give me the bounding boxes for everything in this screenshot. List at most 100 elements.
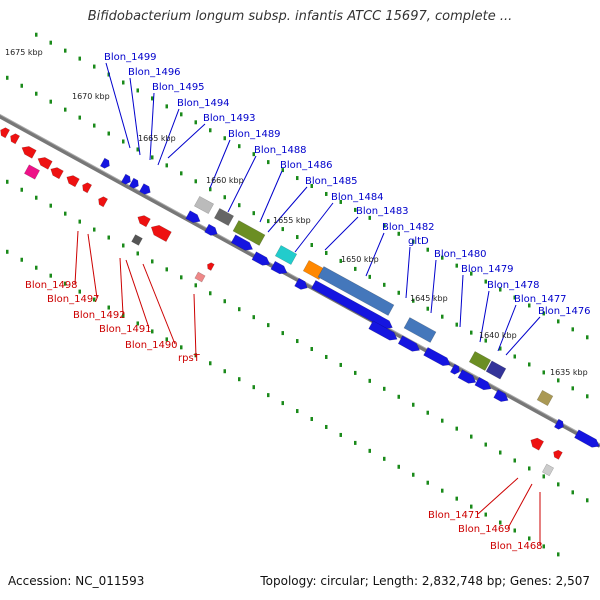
reverse-gene-label: Blon_1468: [490, 541, 543, 552]
tick-dot: [325, 354, 328, 359]
gene-arrow: [270, 260, 288, 275]
tick-dot: [310, 243, 313, 248]
tick-dot: [180, 112, 183, 117]
gene-arrow: [403, 317, 437, 343]
map-title: Bifidobacterium longum subsp. infantis A…: [87, 9, 513, 24]
gene-arrow: [194, 195, 214, 215]
gene-arrow: [317, 266, 395, 316]
tick-dot: [223, 136, 226, 141]
forward-gene-label: Blon_1482: [382, 222, 435, 233]
tick-dot: [412, 298, 415, 303]
tick-dot: [368, 378, 371, 383]
tick-dot: [223, 369, 226, 374]
gene-arrow: [120, 173, 131, 185]
tick-dot: [441, 314, 444, 319]
tick-dot: [35, 91, 38, 96]
tick-dot: [64, 281, 67, 286]
leader-line: [157, 108, 180, 166]
tick-dot: [397, 394, 400, 399]
tick-dot: [339, 432, 342, 437]
tick-dot: [78, 219, 81, 224]
tick-dot: [64, 107, 67, 112]
tick-dot: [586, 498, 589, 503]
gene-arrow: [368, 320, 398, 341]
tick-dot: [470, 504, 473, 509]
forward-gene-label: Blon_1485: [305, 176, 358, 187]
forward-gene-label: Blon_1480: [434, 249, 487, 260]
tick-dot: [49, 203, 52, 208]
tick-dot: [165, 104, 168, 109]
tick-dot: [296, 235, 299, 240]
tick-dot: [165, 267, 168, 272]
kbp-scale-label: 1670 kbp: [72, 92, 110, 101]
tick-dot: [49, 40, 52, 45]
tick-dot: [267, 160, 270, 165]
tick-dot: [93, 297, 96, 302]
tick-dot: [209, 291, 212, 296]
tick-dot: [426, 247, 429, 252]
tick-dot: [93, 227, 96, 232]
leader-line: [497, 304, 517, 352]
tick-dot: [6, 75, 9, 80]
gene-arrow: [474, 376, 492, 391]
tick-dot: [93, 64, 96, 69]
tick-dot: [470, 271, 473, 276]
kbp-scale-label: 1655 kbp: [273, 216, 311, 225]
tick-dot: [542, 474, 545, 479]
tick-dot: [368, 215, 371, 220]
gene-arrow: [50, 167, 64, 180]
gene-arrow: [66, 175, 80, 188]
tick-dot: [484, 442, 487, 447]
tick-dot: [499, 287, 502, 292]
tick-dot: [165, 163, 168, 168]
tick-dot: [78, 115, 81, 120]
gene-arrow: [553, 418, 564, 430]
forward-gene-label: Blon_1494: [177, 98, 230, 109]
gene-arrow: [37, 157, 53, 170]
forward-gene-label: Blon_1493: [203, 113, 256, 124]
tick-dot: [325, 250, 328, 255]
tick-dot: [252, 211, 255, 216]
gene-arrow: [207, 262, 215, 271]
gene-arrow: [485, 360, 507, 380]
tick-dot: [557, 378, 560, 383]
tick-dot: [6, 249, 9, 254]
gene-arrow: [21, 146, 37, 159]
forward-gene-label: Blon_1495: [152, 82, 205, 93]
gene-arrow: [468, 351, 492, 371]
tick-dot: [499, 450, 502, 455]
tick-dot: [441, 255, 444, 260]
gene-arrow: [150, 224, 172, 242]
tick-dot: [252, 385, 255, 390]
tick-dot: [180, 275, 183, 280]
tick-dot: [281, 168, 284, 173]
leader-line: [119, 257, 124, 315]
tick-dot: [78, 289, 81, 294]
tick-dot: [339, 199, 342, 204]
tick-dot: [310, 417, 313, 422]
gene-arrow: [82, 182, 93, 194]
gene-arrow: [99, 157, 110, 169]
tick-dot: [209, 361, 212, 366]
tick-dot: [151, 259, 154, 264]
tick-dot: [513, 354, 516, 359]
tick-dot: [64, 48, 67, 53]
tick-dot: [470, 330, 473, 335]
tick-dot: [571, 386, 574, 391]
kbp-scale-label: 1665 kbp: [138, 134, 176, 143]
tick-dot: [151, 155, 154, 160]
genome-summary: Topology: circular; Length: 2,832,748 bp…: [260, 574, 590, 588]
leader-line: [259, 170, 283, 223]
kbp-scale-label: 1635 kbp: [550, 368, 588, 377]
forward-gene-label: Blon_1476: [538, 306, 591, 317]
tick-dot: [20, 187, 23, 192]
tick-dot: [252, 315, 255, 320]
tick-dot: [136, 321, 139, 326]
forward-gene-label: Blon_1479: [461, 264, 514, 275]
tick-dot: [310, 347, 313, 352]
tick-dot: [542, 544, 545, 549]
reverse-gene-label: Blon_1491: [99, 324, 152, 335]
tick-dot: [209, 128, 212, 133]
gene-arrow: [553, 449, 563, 460]
tick-dot: [513, 458, 516, 463]
